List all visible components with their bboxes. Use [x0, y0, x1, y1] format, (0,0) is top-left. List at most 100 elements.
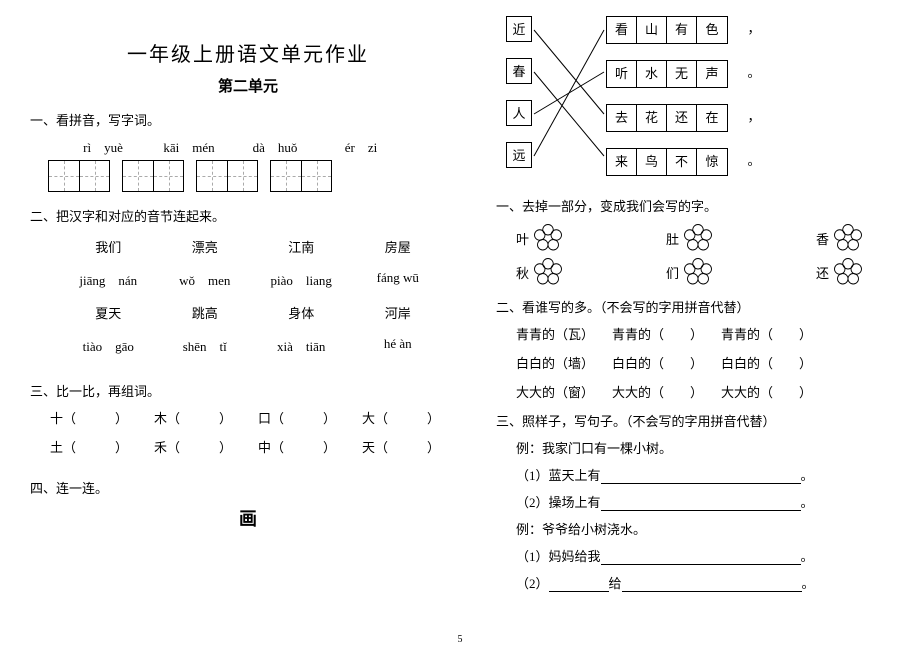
- end: 。: [801, 468, 814, 483]
- pc: 山: [637, 17, 667, 43]
- pc: 去: [607, 105, 637, 131]
- fill-row: 大大的（窗） 大大的（ ） 大大的（ ）: [496, 382, 920, 401]
- punct: 。: [742, 60, 766, 88]
- flower-icon: [833, 223, 863, 253]
- word: 河岸: [350, 303, 447, 322]
- flower-icon: [683, 223, 713, 253]
- pc: 色: [697, 17, 727, 43]
- blank-line: [622, 578, 802, 592]
- tianzi-pair: [196, 160, 258, 192]
- cmp: 口（ ）: [258, 408, 362, 427]
- tianzi-pair: [122, 160, 184, 192]
- poem-left-box: 近: [506, 16, 532, 42]
- pinyin-row: rì yuè kāi mén dà huǒ ér zi: [30, 137, 466, 156]
- poem-left-box: 春: [506, 58, 532, 84]
- s4-heading: 四、连一连。: [30, 478, 466, 497]
- fill: 青青的（ ）: [612, 324, 703, 343]
- q2a-text: （1）妈妈给我: [516, 549, 601, 564]
- q1b-text: （2）操场上有: [516, 495, 601, 510]
- compare-row-2: 土（ ） 禾（ ） 中（ ） 天（ ）: [30, 437, 466, 456]
- fl-char: 叶: [516, 229, 529, 248]
- pc: 听: [607, 61, 637, 87]
- match-grid: 我们 漂亮 江南 房屋 jiāng nán wǒ men piào liang …: [30, 233, 466, 359]
- q2b-b: 给: [609, 576, 622, 591]
- q2b-a: （2）: [516, 576, 549, 591]
- end: 。: [801, 549, 814, 564]
- blank-line: [549, 578, 609, 592]
- pc: 在: [697, 105, 727, 131]
- poem-line: 去 花 还 在 ，: [606, 104, 766, 132]
- fill-row: 白白的（墙） 白白的（ ） 白白的（ ）: [496, 353, 920, 372]
- page-number: 5: [0, 634, 920, 645]
- word: 跳高: [157, 303, 254, 322]
- poem-line: 来 鸟 不 惊 。: [606, 148, 766, 176]
- main-title: 一年级上册语文单元作业: [30, 38, 466, 67]
- pc: 鸟: [637, 149, 667, 175]
- r2-heading: 二、看谁写的多。（不会写的字用拼音代替）: [496, 297, 920, 316]
- r-section-2: 二、看谁写的多。（不会写的字用拼音代替） 青青的（瓦） 青青的（ ） 青青的（ …: [496, 297, 920, 401]
- cmp: 十（ ）: [50, 408, 154, 427]
- pc: 看: [607, 17, 637, 43]
- poem-line: 看 山 有 色 ，: [606, 16, 766, 44]
- blank-line: [601, 470, 801, 484]
- cmp: 木（ ）: [154, 408, 258, 427]
- poem-right-lines: 看 山 有 色 ， 听 水 无 声 。: [606, 16, 766, 192]
- flower-icon: [683, 257, 713, 287]
- section-2: 二、把汉字和对应的音节连起来。 我们 漂亮 江南 房屋 jiāng nán wǒ…: [30, 206, 466, 359]
- example-1: 例：我家门口有一棵小树。: [496, 438, 920, 457]
- blank-line: [601, 497, 801, 511]
- fl-char: 香: [816, 229, 829, 248]
- pinyin-2: kāi mén: [146, 137, 232, 156]
- flower-row-1: 叶 肚 香: [496, 223, 920, 253]
- tianzi-pair: [270, 160, 332, 192]
- section-4: 四、连一连。 画: [30, 478, 466, 531]
- pinyin-4: ér zi: [318, 137, 404, 156]
- poem-diagram: 近 春 人 远 看 山 有 色 ， 听: [496, 16, 920, 196]
- q1b: （2）操场上有 。: [496, 492, 920, 511]
- cmp: 中（ ）: [258, 437, 362, 456]
- r-section-1: 一、去掉一部分，变成我们会写的字。 叶 肚 香 秋 们 还: [496, 196, 920, 287]
- pc: 声: [697, 61, 727, 87]
- flower-icon: [533, 223, 563, 253]
- fl-char: 秋: [516, 263, 529, 282]
- fill: 大大的（ ）: [612, 382, 703, 401]
- s1-heading: 一、看拼音，写字词。: [30, 110, 466, 129]
- word: 房屋: [350, 237, 447, 256]
- q2a: （1）妈妈给我 。: [496, 546, 920, 565]
- pinyin-3: dà huǒ: [232, 137, 318, 156]
- poem-line: 听 水 无 声 。: [606, 60, 766, 88]
- pc: 不: [667, 149, 697, 175]
- word: 身体: [253, 303, 350, 322]
- fl-char: 们: [666, 263, 679, 282]
- poem-left-box: 人: [506, 100, 532, 126]
- pinyin: jiāng nán: [60, 270, 157, 289]
- end: 。: [802, 576, 815, 591]
- r1-heading: 一、去掉一部分，变成我们会写的字。: [496, 196, 920, 215]
- pc: 来: [607, 149, 637, 175]
- sub-title: 第二单元: [30, 75, 466, 96]
- q1a: （1）蓝天上有。: [496, 465, 920, 484]
- pinyin: xià tiān: [253, 336, 350, 355]
- example-2: 例：爷爷给小树浇水。: [496, 519, 920, 538]
- fl-char: 肚: [666, 229, 679, 248]
- compare-row-1: 十（ ） 木（ ） 口（ ） 大（ ）: [30, 408, 466, 427]
- flower-row-2: 秋 们 还: [496, 257, 920, 287]
- section-1: 一、看拼音，写字词。 rì yuè kāi mén dà huǒ ér zi: [30, 110, 466, 192]
- poem-left-box: 远: [506, 142, 532, 168]
- fill: 白白的（ ）: [721, 353, 812, 372]
- cmp: 禾（ ）: [154, 437, 258, 456]
- fill-row: 青青的（瓦） 青青的（ ） 青青的（ ）: [496, 324, 920, 343]
- pc: 还: [667, 105, 697, 131]
- tianzi-row: [30, 160, 466, 192]
- poem-left-boxes: 近 春 人 远: [506, 16, 532, 184]
- r3-heading: 三、照样子，写句子。（不会写的字用拼音代替）: [496, 411, 920, 430]
- q2b: （2） 给 。: [496, 573, 920, 592]
- end: 。: [801, 495, 814, 510]
- hua-char: 画: [30, 505, 466, 531]
- word: 夏天: [60, 303, 157, 322]
- pc: 有: [667, 17, 697, 43]
- fill: 白白的（墙）: [516, 353, 594, 372]
- blank-line: [601, 551, 801, 565]
- fill: 大大的（ ）: [721, 382, 812, 401]
- r-section-3: 三、照样子，写句子。（不会写的字用拼音代替） 例：我家门口有一棵小树。 （1）蓝…: [496, 411, 920, 592]
